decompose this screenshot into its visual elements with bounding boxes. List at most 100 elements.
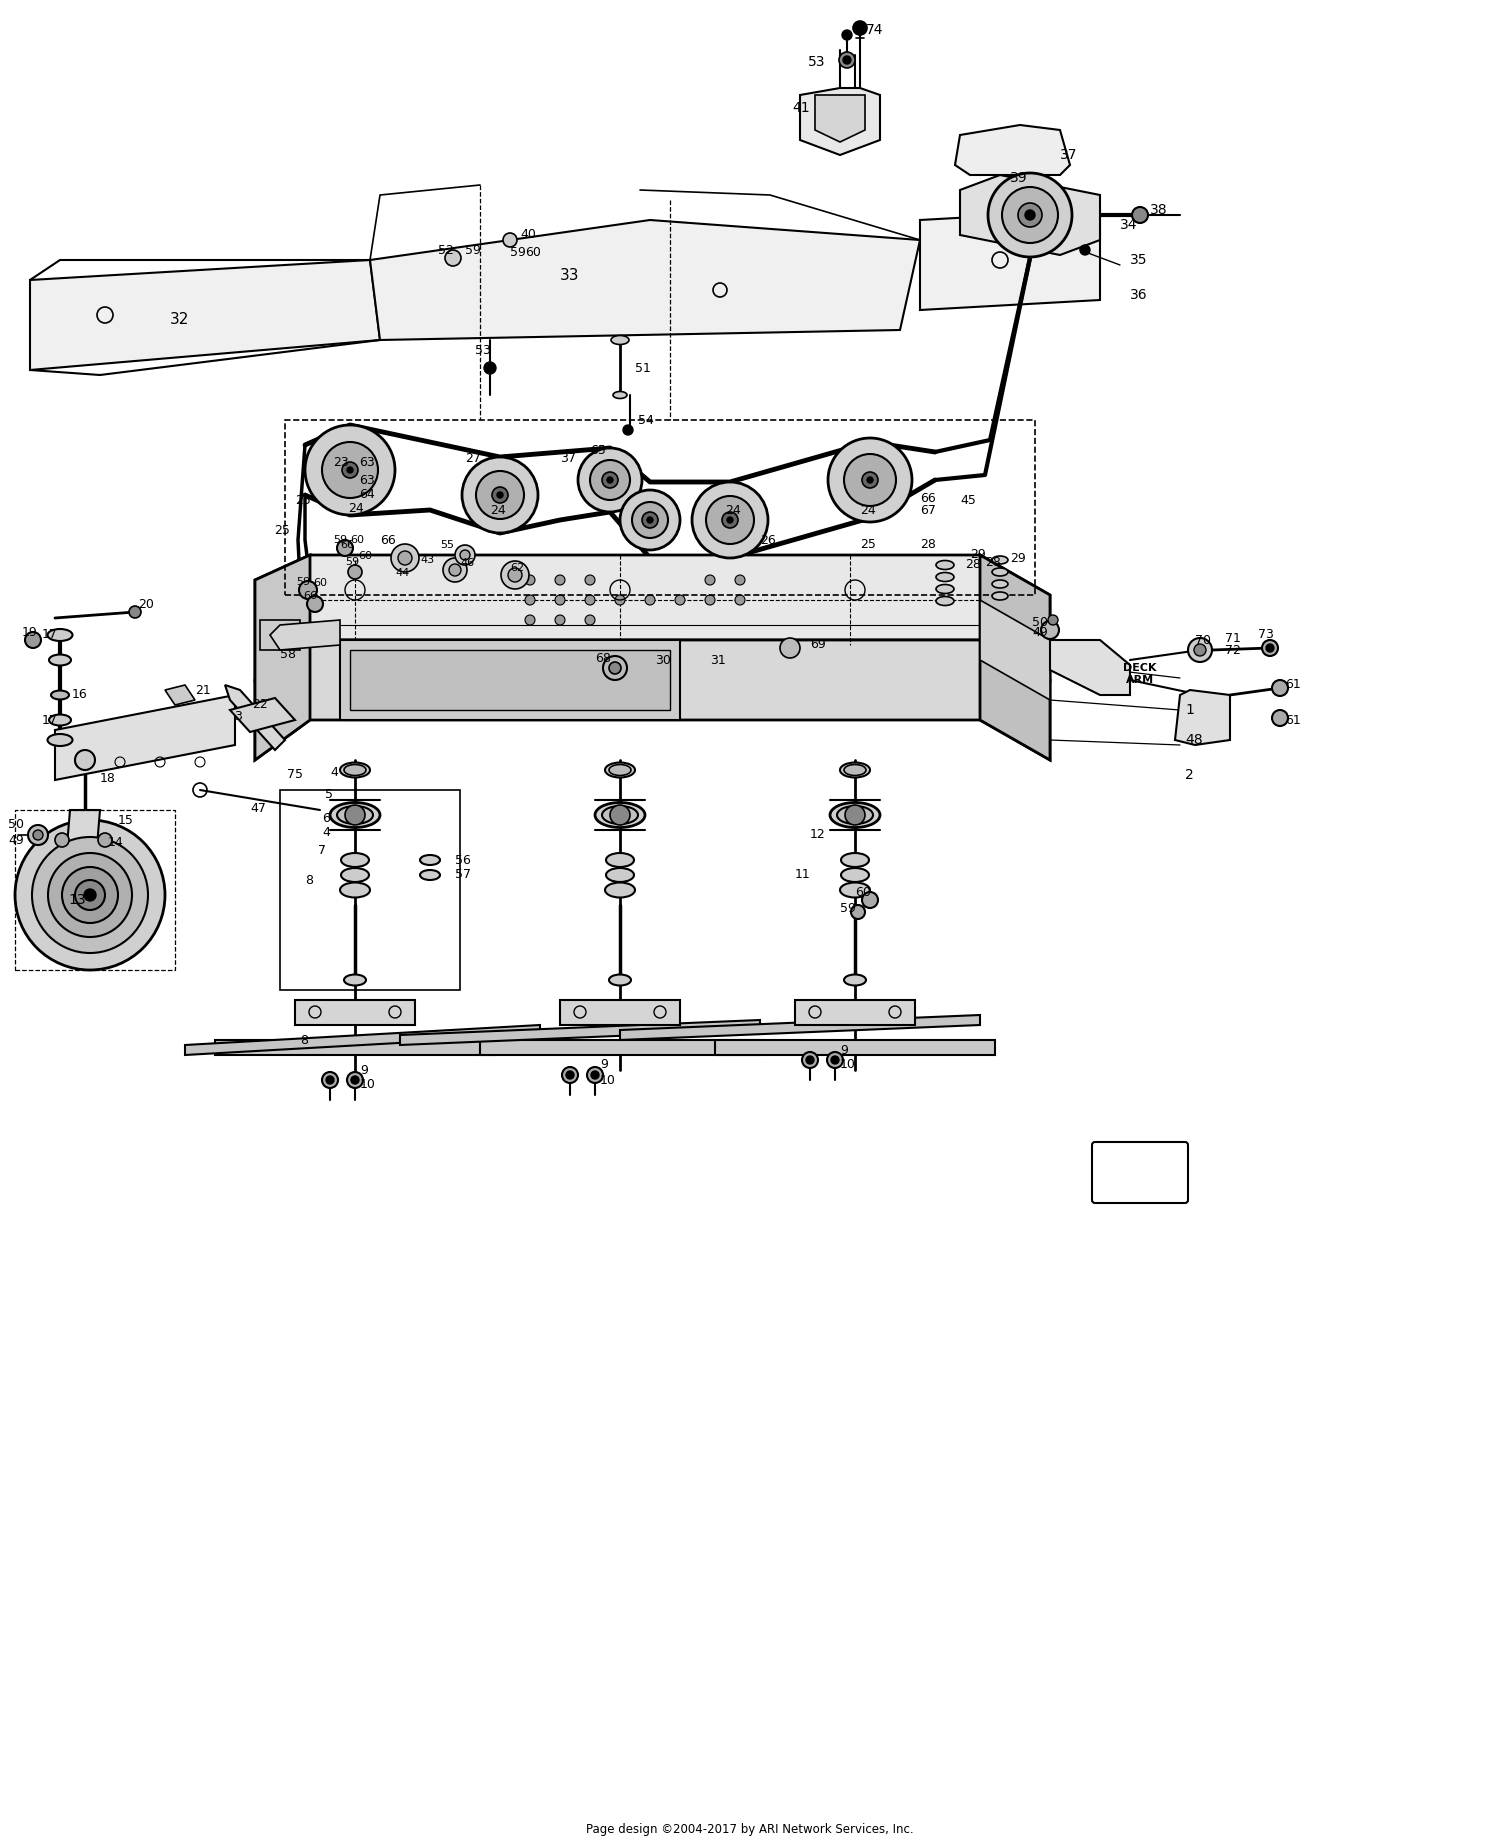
Polygon shape xyxy=(480,1040,760,1055)
Circle shape xyxy=(706,495,754,543)
Circle shape xyxy=(304,425,394,516)
Circle shape xyxy=(988,174,1072,257)
Ellipse shape xyxy=(604,763,634,778)
Circle shape xyxy=(844,455,895,506)
Polygon shape xyxy=(340,639,680,721)
Ellipse shape xyxy=(596,802,645,828)
Circle shape xyxy=(496,492,502,497)
Circle shape xyxy=(622,425,633,434)
Circle shape xyxy=(326,1076,334,1085)
Text: 31: 31 xyxy=(710,654,726,667)
Ellipse shape xyxy=(992,591,1008,601)
Text: 52: 52 xyxy=(438,244,454,257)
Circle shape xyxy=(454,545,476,565)
Text: 9: 9 xyxy=(840,1044,848,1057)
Circle shape xyxy=(646,517,652,523)
Circle shape xyxy=(308,597,322,612)
Ellipse shape xyxy=(609,974,631,985)
Circle shape xyxy=(562,1066,578,1083)
Text: 21: 21 xyxy=(195,684,210,697)
Text: 24: 24 xyxy=(490,503,506,516)
Ellipse shape xyxy=(420,856,440,865)
Polygon shape xyxy=(960,176,1100,255)
Circle shape xyxy=(129,606,141,617)
Polygon shape xyxy=(30,261,380,370)
Circle shape xyxy=(844,806,865,824)
Polygon shape xyxy=(56,695,236,780)
Text: 25: 25 xyxy=(274,523,290,536)
Polygon shape xyxy=(255,639,1050,760)
Circle shape xyxy=(1194,643,1206,656)
Ellipse shape xyxy=(992,556,1008,564)
Circle shape xyxy=(1188,638,1212,662)
Circle shape xyxy=(603,656,627,680)
Text: 14: 14 xyxy=(108,837,123,850)
Polygon shape xyxy=(400,1020,760,1044)
Circle shape xyxy=(842,30,852,41)
Text: 37: 37 xyxy=(560,451,576,464)
Text: 38: 38 xyxy=(1150,203,1167,216)
Circle shape xyxy=(525,615,536,625)
Ellipse shape xyxy=(340,869,369,881)
Text: 72: 72 xyxy=(1226,643,1240,656)
Text: 51: 51 xyxy=(634,362,651,375)
Text: 60: 60 xyxy=(358,551,372,562)
Ellipse shape xyxy=(420,870,440,880)
Text: 56: 56 xyxy=(454,854,471,867)
Text: 26: 26 xyxy=(760,534,776,547)
Circle shape xyxy=(620,490,680,551)
Text: 3: 3 xyxy=(234,710,242,723)
Polygon shape xyxy=(620,1015,980,1040)
Circle shape xyxy=(828,438,912,521)
Text: 43: 43 xyxy=(420,554,434,565)
Circle shape xyxy=(75,750,94,771)
Text: 58: 58 xyxy=(280,649,296,662)
Text: 8: 8 xyxy=(300,1033,307,1046)
Polygon shape xyxy=(980,601,1050,700)
Ellipse shape xyxy=(344,974,366,985)
Text: 48: 48 xyxy=(1185,734,1203,747)
Circle shape xyxy=(610,806,630,824)
Circle shape xyxy=(484,362,496,373)
Polygon shape xyxy=(815,94,866,142)
Circle shape xyxy=(843,55,850,65)
Text: 19: 19 xyxy=(22,625,38,639)
Polygon shape xyxy=(1050,639,1130,695)
Circle shape xyxy=(645,595,656,604)
Ellipse shape xyxy=(604,883,634,898)
Circle shape xyxy=(780,638,800,658)
Polygon shape xyxy=(350,650,670,710)
Circle shape xyxy=(585,615,596,625)
Polygon shape xyxy=(795,1000,915,1026)
Text: 30: 30 xyxy=(656,654,670,667)
Text: 36: 36 xyxy=(1130,288,1148,301)
Text: 59: 59 xyxy=(840,902,856,915)
Ellipse shape xyxy=(48,734,72,747)
Text: 18: 18 xyxy=(100,771,116,785)
Ellipse shape xyxy=(837,806,873,824)
Circle shape xyxy=(48,854,132,937)
Text: 59: 59 xyxy=(465,244,482,257)
Text: 63: 63 xyxy=(360,473,375,486)
Circle shape xyxy=(1048,615,1058,625)
Text: 60: 60 xyxy=(314,578,327,588)
Text: 7: 7 xyxy=(318,843,326,856)
Ellipse shape xyxy=(340,883,370,898)
Circle shape xyxy=(675,595,686,604)
Circle shape xyxy=(602,471,618,488)
Ellipse shape xyxy=(844,765,865,776)
Circle shape xyxy=(865,896,874,904)
Polygon shape xyxy=(255,554,310,760)
Circle shape xyxy=(28,824,48,845)
Circle shape xyxy=(342,462,358,479)
Circle shape xyxy=(62,867,118,922)
Polygon shape xyxy=(956,126,1070,176)
Ellipse shape xyxy=(602,806,638,824)
Text: 17: 17 xyxy=(42,628,58,641)
Text: DECK: DECK xyxy=(1124,663,1156,673)
Text: 46: 46 xyxy=(460,558,474,567)
Text: 49: 49 xyxy=(8,833,24,846)
Circle shape xyxy=(555,575,566,586)
Ellipse shape xyxy=(48,628,72,641)
Text: 64: 64 xyxy=(360,488,375,501)
